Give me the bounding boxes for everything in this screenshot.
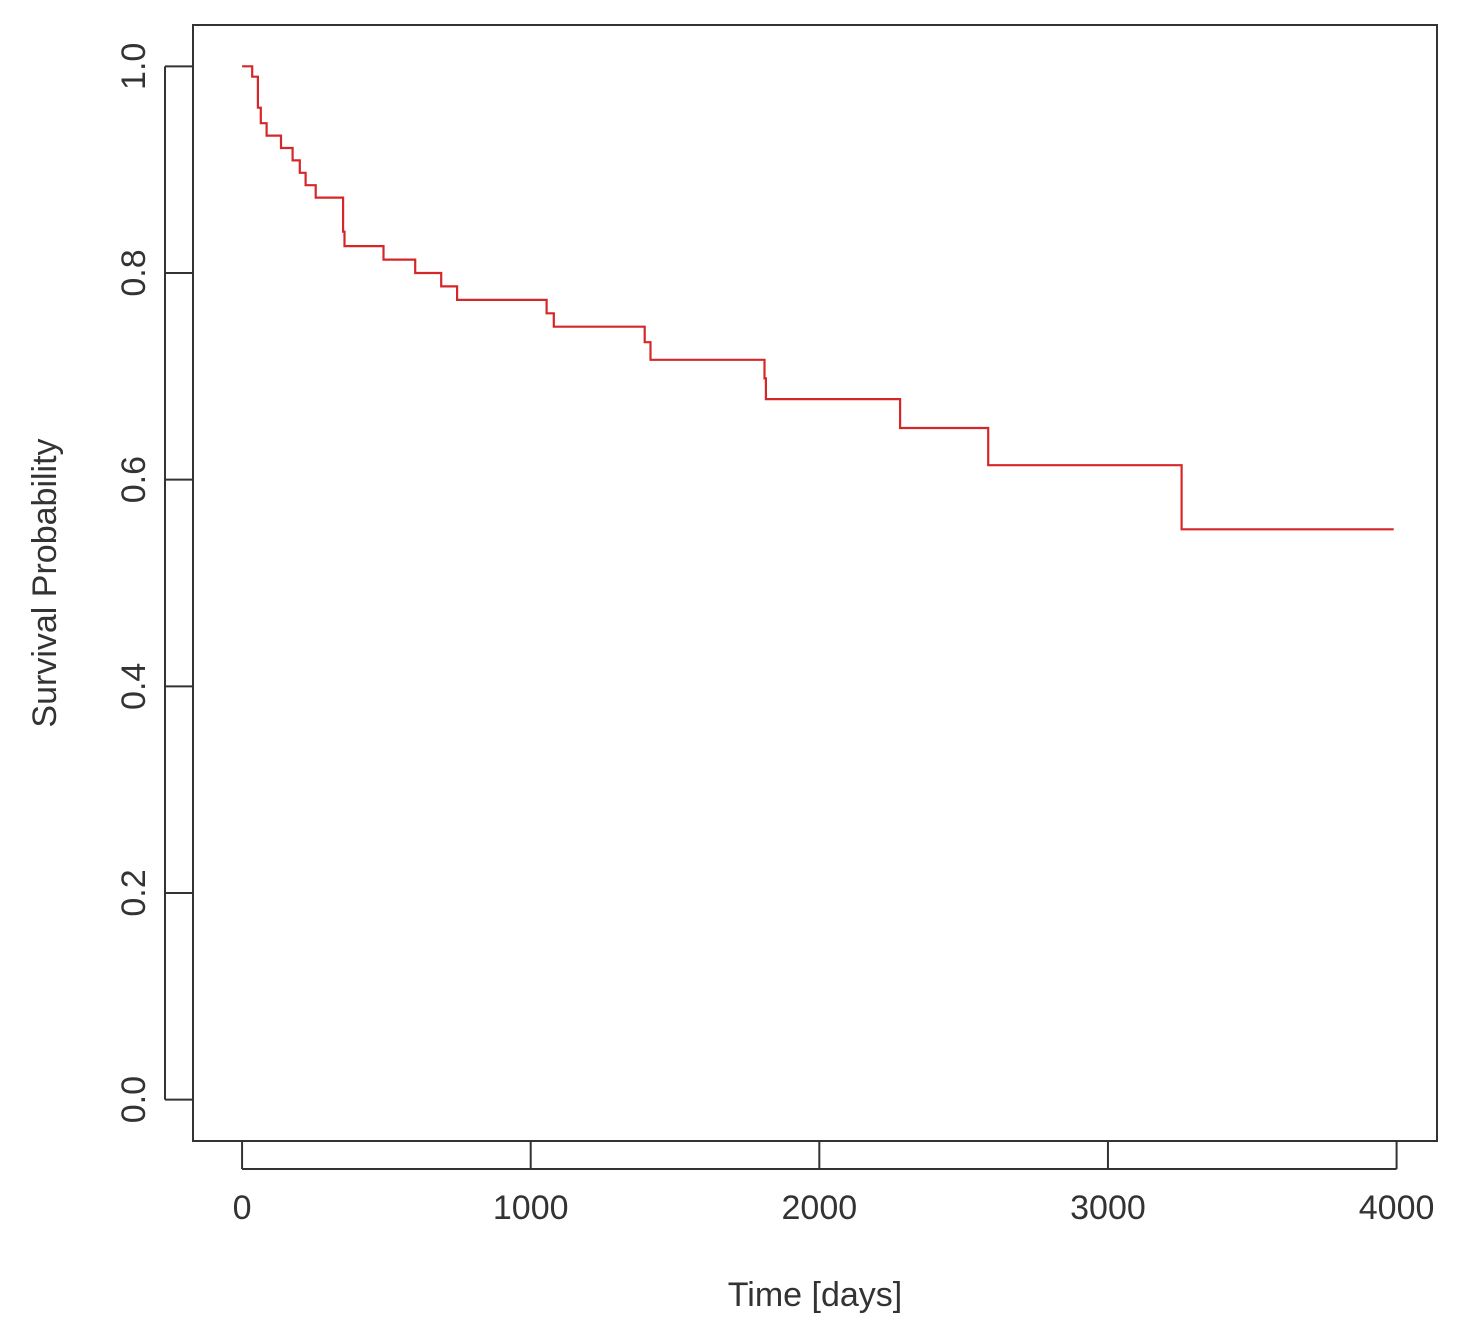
x-axis-title: Time [days] xyxy=(728,1276,902,1314)
y-axis-title: Survival Probability xyxy=(26,438,64,727)
axes-layer: 0 1000 2000 3000 4000 0.0 0.2 0.4 0.6 0.8 1.0 xyxy=(115,24,1438,1227)
x-tick-label: 1000 xyxy=(493,1189,569,1227)
series-layer xyxy=(242,65,1394,531)
plot-frame xyxy=(192,24,1438,1142)
y-tick-label: 0.4 xyxy=(115,663,153,710)
y-tick-label: 0.6 xyxy=(115,456,153,503)
survival-curve-line xyxy=(242,65,1394,531)
y-tick-label: 1.0 xyxy=(115,43,153,90)
x-tick-label: 2000 xyxy=(782,1189,858,1227)
y-tick-label: 0.2 xyxy=(115,869,153,916)
x-tick-label: 0 xyxy=(233,1189,252,1227)
y-tick-label: 0.0 xyxy=(115,1076,153,1123)
x-tick-label: 4000 xyxy=(1359,1189,1435,1227)
y-tick-label: 0.8 xyxy=(115,249,153,296)
x-tick-label: 3000 xyxy=(1070,1189,1146,1227)
